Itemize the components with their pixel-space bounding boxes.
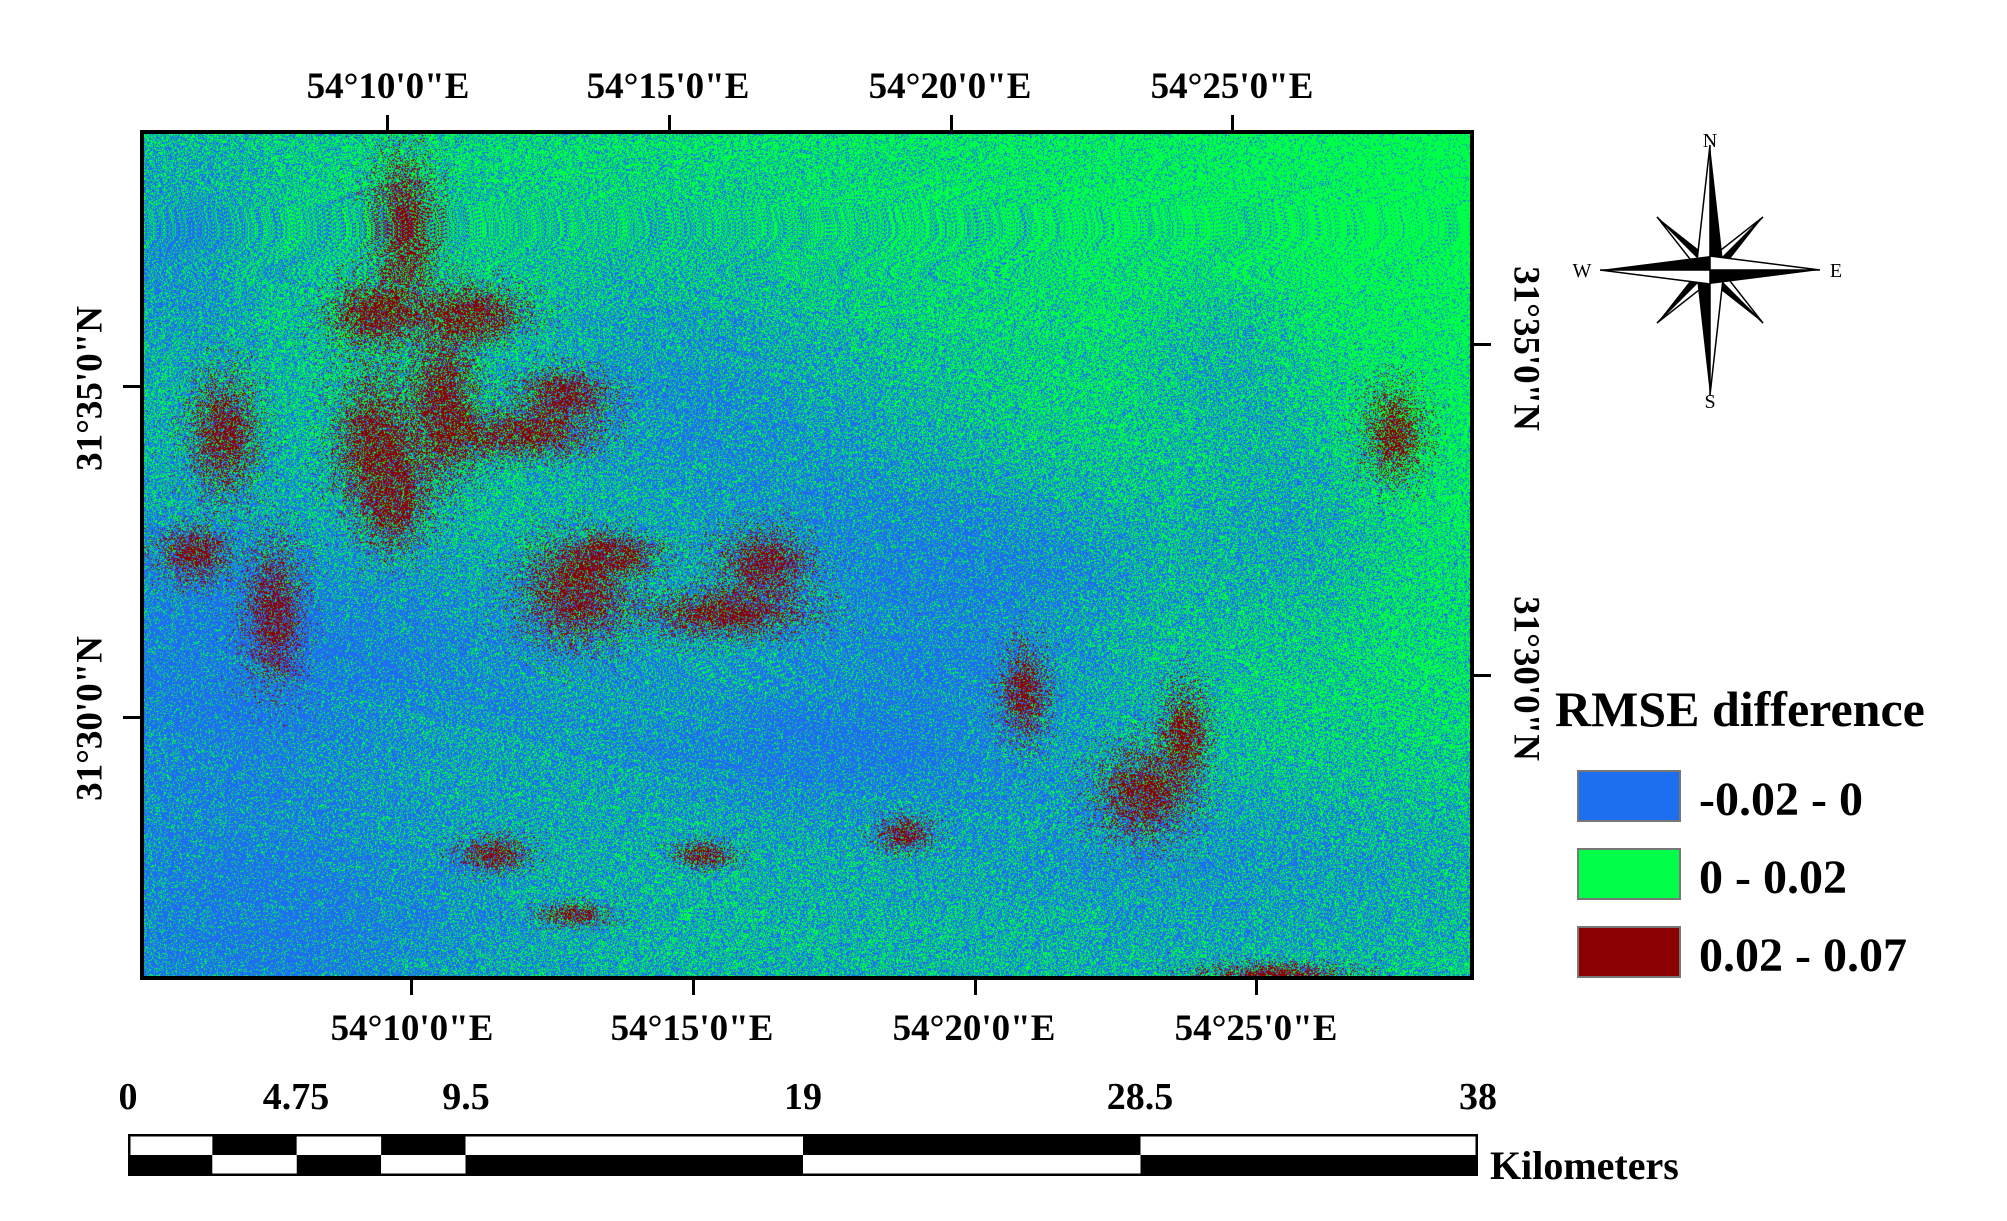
bottom-tick — [974, 978, 977, 995]
legend-swatch — [1577, 848, 1681, 900]
bottom-tick — [1255, 978, 1258, 995]
scale-bar — [128, 1134, 1478, 1176]
bottom-lon-label: 54°15'0"E — [610, 1008, 774, 1049]
rmse-difference-map[interactable] — [140, 130, 1474, 980]
top-lon-label: 54°15'0"E — [586, 66, 750, 107]
top-tick — [386, 115, 389, 132]
compass-e-label: E — [1830, 260, 1842, 282]
legend-label: 0.02 - 0.07 — [1699, 929, 1907, 982]
scale-tick-label: 4.75 — [262, 1076, 330, 1118]
compass-w-label: W — [1573, 260, 1592, 282]
legend-title: RMSE difference — [1555, 681, 1925, 737]
compass-rose-icon: N S W E — [1573, 130, 1843, 410]
scale-segment — [381, 1155, 466, 1176]
top-tick — [1231, 115, 1234, 132]
scale-segment — [128, 1134, 213, 1155]
right-lat-label: 31°30'0"N — [1505, 596, 1547, 761]
map-raster[interactable] — [144, 134, 1470, 976]
compass-star — [1599, 144, 1821, 396]
scale-unit-label: Kilometers — [1490, 1143, 1679, 1188]
left-lat-label: 31°30'0"N — [69, 636, 111, 801]
top-lon-label: 54°10'0"E — [306, 66, 470, 107]
bottom-tick — [692, 978, 695, 995]
legend-swatch — [1577, 770, 1681, 822]
bottom-tick — [410, 978, 413, 995]
left-tick — [123, 385, 140, 388]
scale-segment — [803, 1155, 1141, 1176]
scale-segment — [465, 1155, 803, 1176]
top-tick — [668, 115, 671, 132]
scale-tick-label: 19 — [784, 1076, 822, 1118]
scale-segment — [1140, 1134, 1478, 1155]
right-tick — [1474, 674, 1491, 677]
bottom-lon-label: 54°25'0"E — [1174, 1008, 1338, 1049]
legend-label: 0 - 0.02 — [1699, 851, 1847, 904]
compass-n-label: N — [1703, 130, 1717, 152]
scale-segment — [296, 1134, 382, 1155]
scale-segment — [381, 1134, 466, 1155]
scale-segment — [296, 1155, 382, 1176]
bottom-lon-label: 54°20'0"E — [892, 1008, 1056, 1049]
scale-border — [128, 1134, 1478, 1176]
scale-tick-label: 0 — [118, 1076, 138, 1118]
compass-s-label: S — [1704, 391, 1715, 410]
bottom-lon-label: 54°10'0"E — [330, 1008, 494, 1049]
right-lat-label: 31°35'0"N — [1505, 266, 1547, 431]
scale-segment — [128, 1155, 213, 1176]
legend-label: -0.02 - 0 — [1699, 773, 1863, 826]
scale-segment — [465, 1134, 803, 1155]
top-tick — [950, 115, 953, 132]
left-tick — [123, 716, 140, 719]
scale-tick-label: 28.5 — [1106, 1076, 1174, 1118]
scale-segment — [1140, 1155, 1478, 1176]
legend-swatch — [1577, 926, 1681, 978]
left-lat-label: 31°35'0"N — [69, 306, 111, 471]
scale-segment — [803, 1134, 1141, 1155]
top-lon-label: 54°25'0"E — [1150, 66, 1314, 107]
scale-segment — [212, 1134, 297, 1155]
right-tick — [1474, 343, 1491, 346]
scale-tick-label: 9.5 — [442, 1076, 490, 1118]
top-lon-label: 54°20'0"E — [868, 66, 1032, 107]
scale-tick-label: 38 — [1459, 1076, 1497, 1118]
scale-segment — [212, 1155, 297, 1176]
